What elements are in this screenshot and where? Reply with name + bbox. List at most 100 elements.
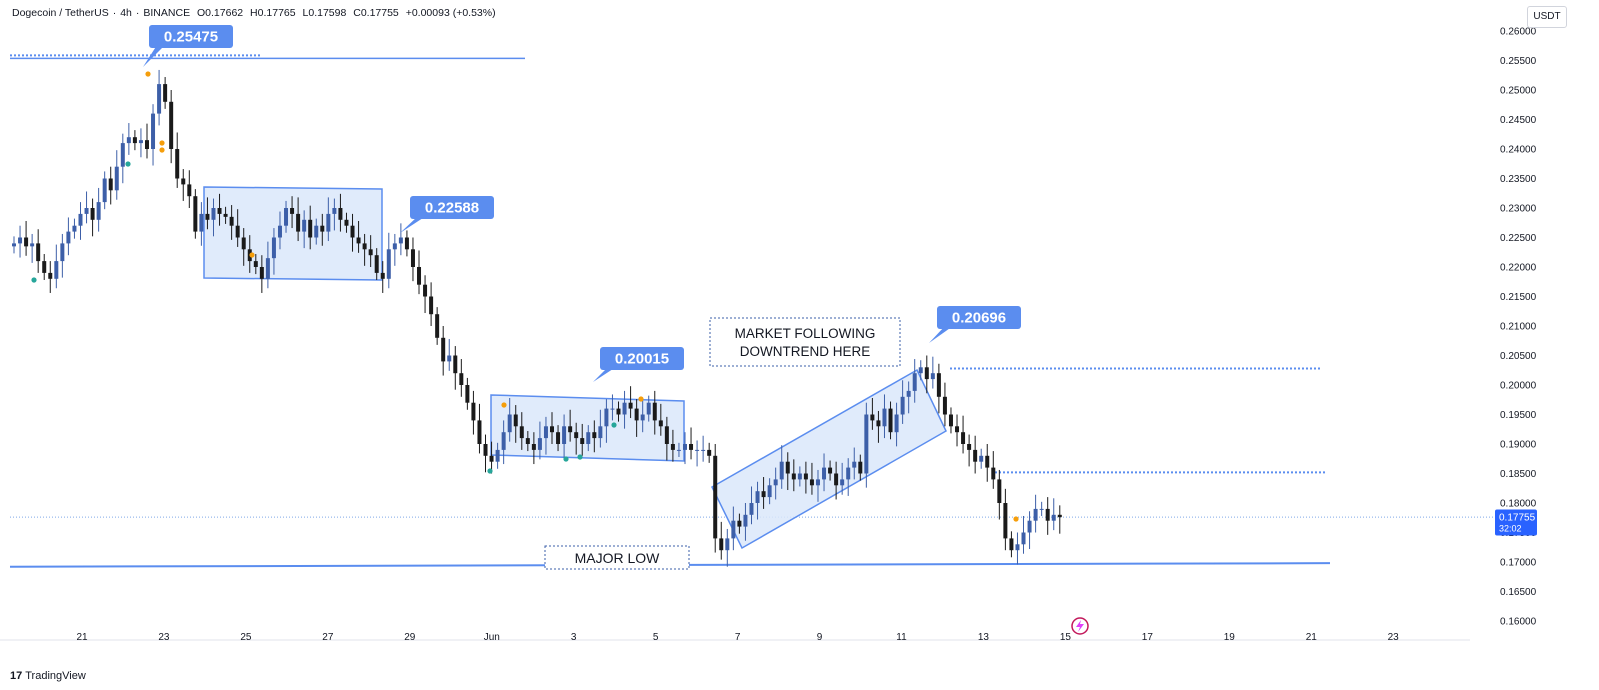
candle[interactable] bbox=[60, 233, 65, 278]
candle[interactable] bbox=[12, 236, 16, 254]
candle[interactable] bbox=[302, 210, 307, 249]
candle[interactable] bbox=[205, 197, 210, 230]
candle[interactable] bbox=[181, 169, 186, 201]
candle[interactable] bbox=[277, 211, 282, 250]
candle[interactable] bbox=[72, 218, 77, 239]
candle[interactable] bbox=[809, 462, 814, 495]
candle[interactable] bbox=[217, 193, 222, 226]
candle[interactable] bbox=[767, 478, 772, 505]
candle[interactable] bbox=[882, 394, 887, 439]
candle[interactable] bbox=[991, 451, 996, 489]
candle[interactable] bbox=[791, 459, 796, 492]
candle[interactable] bbox=[707, 442, 712, 463]
candle[interactable] bbox=[1057, 505, 1062, 534]
candle[interactable] bbox=[550, 412, 555, 444]
candle[interactable] bbox=[955, 414, 960, 447]
candle[interactable] bbox=[175, 132, 180, 188]
candle[interactable] bbox=[36, 229, 41, 273]
candle[interactable] bbox=[852, 447, 857, 480]
candle[interactable] bbox=[1027, 511, 1032, 550]
candle[interactable] bbox=[973, 435, 978, 474]
candle[interactable] bbox=[574, 422, 579, 455]
candle[interactable] bbox=[755, 481, 760, 520]
candle[interactable] bbox=[108, 166, 113, 205]
candle[interactable] bbox=[1045, 497, 1050, 535]
candle[interactable] bbox=[271, 228, 276, 275]
candle[interactable] bbox=[144, 123, 149, 159]
candle[interactable] bbox=[24, 220, 29, 256]
candle[interactable] bbox=[459, 359, 464, 397]
candle[interactable] bbox=[235, 209, 240, 247]
candle[interactable] bbox=[114, 150, 119, 200]
candle[interactable] bbox=[894, 402, 899, 447]
tradingview-logo[interactable]: 17 TradingView bbox=[10, 670, 86, 682]
candle[interactable] bbox=[997, 469, 1002, 520]
candle[interactable] bbox=[102, 171, 107, 210]
candle[interactable] bbox=[531, 432, 536, 465]
candle[interactable] bbox=[725, 528, 730, 567]
candle[interactable] bbox=[906, 381, 911, 414]
candle[interactable] bbox=[151, 104, 156, 166]
candle[interactable] bbox=[126, 123, 131, 155]
candle[interactable] bbox=[586, 425, 591, 452]
candle[interactable] bbox=[54, 244, 59, 289]
candle[interactable] bbox=[628, 386, 633, 419]
candle[interactable] bbox=[815, 469, 820, 502]
candle[interactable] bbox=[961, 415, 966, 454]
candle[interactable] bbox=[918, 360, 923, 381]
candle[interactable] bbox=[622, 390, 627, 429]
candle[interactable] bbox=[507, 397, 512, 442]
candle[interactable] bbox=[441, 326, 446, 376]
candle[interactable] bbox=[876, 410, 881, 443]
candle[interactable] bbox=[749, 486, 754, 525]
candle[interactable] bbox=[404, 230, 409, 257]
candle[interactable] bbox=[616, 401, 621, 422]
candle[interactable] bbox=[223, 206, 228, 224]
candle[interactable] bbox=[1009, 531, 1014, 558]
candle[interactable] bbox=[326, 197, 331, 242]
candle[interactable] bbox=[610, 394, 615, 421]
event-marker[interactable] bbox=[1071, 617, 1089, 635]
candle[interactable] bbox=[985, 444, 990, 482]
candle[interactable] bbox=[640, 400, 645, 433]
candle[interactable] bbox=[652, 390, 657, 435]
candle[interactable] bbox=[1021, 515, 1026, 554]
candle[interactable] bbox=[489, 441, 494, 474]
candle[interactable] bbox=[592, 420, 597, 453]
y-axis[interactable]: 0.160000.165000.170000.175000.180000.185… bbox=[1495, 27, 1537, 628]
candle[interactable] bbox=[18, 225, 23, 258]
candle[interactable] bbox=[332, 198, 337, 231]
candle[interactable] bbox=[392, 233, 397, 266]
candle[interactable] bbox=[604, 399, 609, 443]
candle[interactable] bbox=[429, 282, 434, 326]
candle[interactable] bbox=[979, 448, 984, 469]
candle[interactable] bbox=[447, 338, 452, 371]
candle[interactable] bbox=[501, 420, 506, 465]
candle[interactable] bbox=[803, 461, 808, 494]
candle[interactable] bbox=[483, 434, 488, 473]
candle[interactable] bbox=[634, 399, 639, 437]
candle[interactable] bbox=[912, 359, 917, 403]
candle[interactable] bbox=[398, 223, 403, 256]
candle[interactable] bbox=[495, 442, 500, 469]
candles[interactable] bbox=[12, 69, 1062, 567]
candle[interactable] bbox=[120, 133, 125, 184]
candle[interactable] bbox=[410, 237, 415, 282]
candle[interactable] bbox=[193, 189, 198, 239]
candle[interactable] bbox=[930, 356, 935, 389]
candle[interactable] bbox=[48, 261, 53, 293]
candle[interactable] bbox=[562, 414, 567, 459]
candle[interactable] bbox=[513, 405, 518, 443]
candle[interactable] bbox=[356, 220, 361, 253]
candle[interactable] bbox=[211, 198, 216, 237]
candle[interactable] bbox=[314, 218, 319, 245]
candle[interactable] bbox=[1033, 494, 1038, 533]
candle[interactable] bbox=[598, 409, 603, 448]
candle[interactable] bbox=[42, 254, 47, 280]
candle[interactable] bbox=[30, 233, 35, 263]
candle[interactable] bbox=[900, 380, 905, 424]
candle[interactable] bbox=[229, 205, 234, 240]
candle[interactable] bbox=[84, 191, 89, 224]
candle[interactable] bbox=[1003, 488, 1008, 551]
